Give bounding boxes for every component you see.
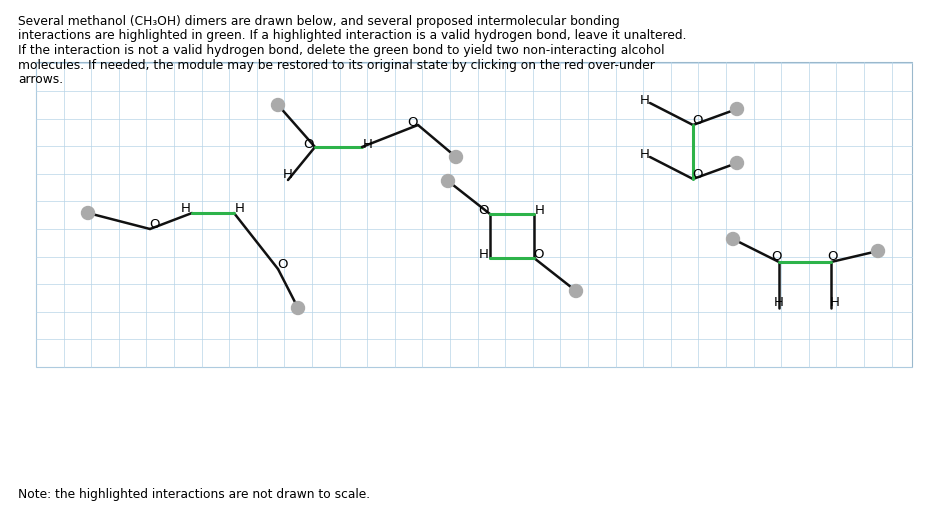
Text: interactions are highlighted in green. If a highlighted interaction is a valid h: interactions are highlighted in green. I… [18, 29, 686, 43]
Text: O: O [278, 258, 288, 270]
Text: O: O [408, 115, 418, 129]
Text: H: H [535, 203, 545, 216]
Circle shape [731, 102, 743, 115]
Text: H: H [283, 168, 293, 181]
Text: O: O [772, 250, 782, 264]
Text: arrows.: arrows. [18, 73, 64, 86]
Circle shape [82, 207, 95, 219]
Text: O: O [828, 250, 838, 264]
Text: H: H [235, 201, 245, 215]
Text: O: O [150, 217, 160, 231]
Text: O: O [534, 248, 544, 261]
Text: If the interaction is not a valid hydrogen bond, delete the green bond to yield : If the interaction is not a valid hydrog… [18, 44, 665, 57]
Text: O: O [479, 203, 489, 216]
Text: H: H [640, 94, 650, 107]
Circle shape [271, 98, 284, 112]
Text: O: O [693, 168, 703, 181]
Text: H: H [830, 297, 840, 310]
Text: H: H [479, 248, 489, 261]
Circle shape [291, 301, 304, 315]
Text: O: O [303, 138, 314, 150]
Text: Several methanol (CH₃OH) dimers are drawn below, and several proposed intermolec: Several methanol (CH₃OH) dimers are draw… [18, 15, 620, 28]
Circle shape [871, 245, 884, 258]
Bar [36, 62, 912, 367]
Circle shape [731, 157, 743, 169]
Text: H: H [640, 147, 650, 161]
Circle shape [726, 232, 739, 246]
Circle shape [449, 150, 463, 163]
Circle shape [442, 175, 454, 187]
Text: O: O [693, 114, 703, 128]
Text: molecules. If needed, the module may be restored to its original state by clicki: molecules. If needed, the module may be … [18, 59, 655, 72]
Text: H: H [181, 201, 191, 215]
Text: Note: the highlighted interactions are not drawn to scale.: Note: the highlighted interactions are n… [18, 488, 370, 501]
Text: H: H [363, 138, 373, 150]
Circle shape [570, 284, 582, 298]
Text: H: H [775, 297, 784, 310]
